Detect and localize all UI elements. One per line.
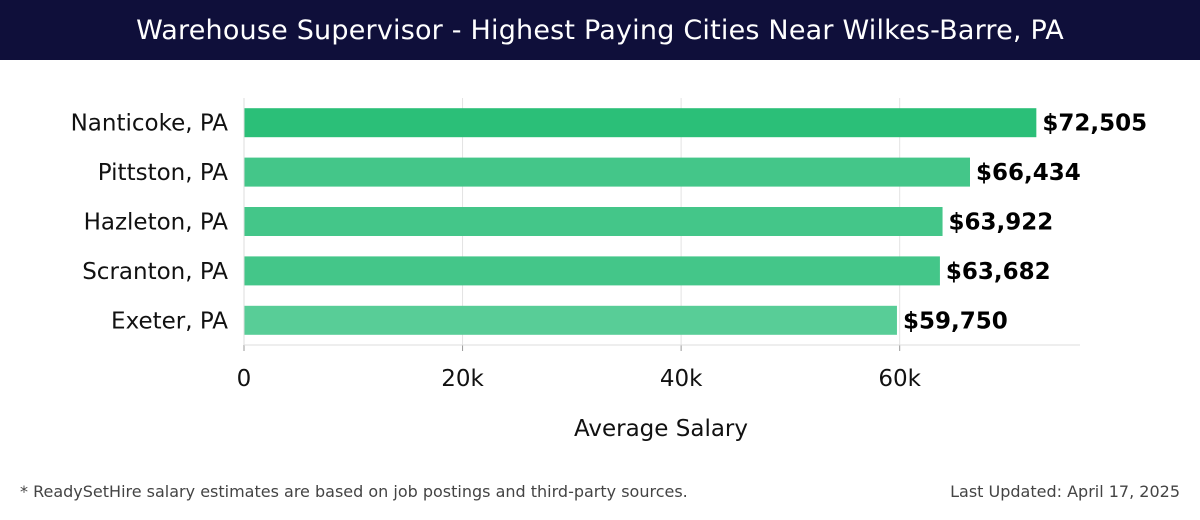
bar bbox=[244, 207, 943, 236]
footer-note: * ReadySetHire salary estimates are base… bbox=[20, 482, 688, 501]
x-axis-label: Average Salary bbox=[574, 416, 748, 442]
value-labels: $72,505 $66,434 $63,922 $63,682 $59,750 bbox=[903, 111, 1147, 335]
bar bbox=[244, 157, 970, 187]
last-updated: Last Updated: April 17, 2025 bbox=[950, 482, 1180, 501]
value-label: $59,750 bbox=[903, 308, 1008, 334]
bar bbox=[244, 108, 1037, 138]
x-tick-label: 20k bbox=[441, 366, 484, 392]
category-labels: Nanticoke, PA Pittston, PA Hazleton, PA Scr… bbox=[71, 111, 229, 335]
category-label: Hazleton, PA bbox=[84, 210, 229, 236]
category-label: Scranton, PA bbox=[82, 259, 228, 285]
bars bbox=[244, 108, 1037, 335]
x-tick-label: 0 bbox=[237, 366, 252, 392]
salary-bar-chart: Nanticoke, PA Pittston, PA Hazleton, PA Scr… bbox=[71, 98, 1147, 442]
x-axis: 0 20k 40k 60k bbox=[237, 98, 1080, 392]
value-label: $72,505 bbox=[1042, 111, 1147, 137]
value-label: $63,682 bbox=[946, 259, 1051, 285]
value-label: $63,922 bbox=[949, 210, 1054, 236]
x-tick-label: 40k bbox=[660, 366, 703, 392]
value-label: $66,434 bbox=[976, 160, 1081, 186]
x-tick-label: 60k bbox=[878, 366, 921, 392]
category-label: Exeter, PA bbox=[111, 308, 228, 334]
bar bbox=[244, 305, 897, 335]
bar bbox=[244, 256, 940, 286]
category-label: Nanticoke, PA bbox=[71, 111, 229, 137]
category-label: Pittston, PA bbox=[98, 160, 228, 186]
chart-title: Warehouse Supervisor - Highest Paying Ci… bbox=[136, 14, 1064, 46]
chart-header: Warehouse Supervisor - Highest Paying Ci… bbox=[0, 0, 1200, 60]
